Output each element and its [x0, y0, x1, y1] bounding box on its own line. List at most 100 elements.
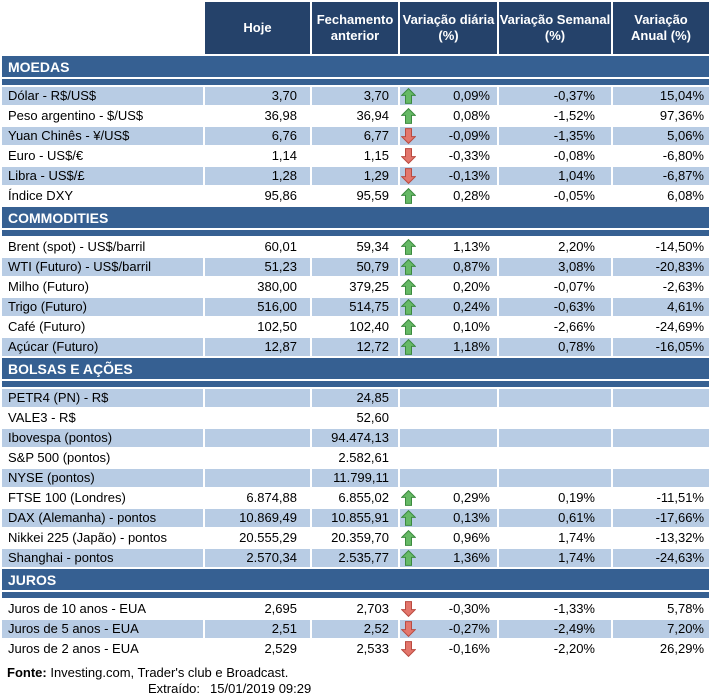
hoje-value: 6,76 — [205, 127, 310, 145]
fechamento-anterior-value: 94.474,13 — [312, 429, 398, 447]
extracted-timestamp: 15/01/2019 09:29 — [210, 681, 312, 696]
fechamento-anterior-value: 2,703 — [312, 600, 398, 618]
variacao-semanal-value — [499, 389, 611, 407]
variacao-diaria-value: -0,09% — [448, 128, 490, 143]
variacao-diaria-cell: 0,24% — [400, 298, 497, 316]
hoje-value: 1,28 — [205, 167, 310, 185]
variacao-diaria-value: 0,24% — [453, 299, 490, 314]
hoje-value: 380,00 — [205, 278, 310, 296]
down-arrow-icon — [401, 621, 416, 637]
variacao-diaria-cell: 0,87% — [400, 258, 497, 276]
row-label: Peso argentino - $/US$ — [2, 107, 203, 125]
table-row: Nikkei 225 (Japão) - pontos 20.555,29 20.3… — [2, 529, 709, 547]
variacao-diaria-cell: 0,29% — [400, 489, 497, 507]
fechamento-anterior-value: 36,94 — [312, 107, 398, 125]
table-row: Açúcar (Futuro) 12,87 12,72 1,18% 0,78% -16,0… — [2, 338, 709, 356]
variacao-semanal-value: -0,05% — [499, 187, 611, 205]
hoje-value: 3,70 — [205, 87, 310, 105]
table-row: S&P 500 (pontos) 2.582,61 — [2, 449, 709, 467]
row-label: Yuan Chinês - ¥/US$ — [2, 127, 203, 145]
table-row: VALE3 - R$ 52,60 — [2, 409, 709, 427]
variacao-anual-value: -17,66% — [613, 509, 709, 527]
hoje-value: 95,86 — [205, 187, 310, 205]
section-band-row: JUROS — [2, 569, 709, 590]
variacao-diaria-value: 0,96% — [453, 530, 490, 545]
up-arrow-icon — [401, 88, 416, 104]
variacao-diaria-cell — [400, 469, 497, 487]
variacao-diaria-cell: 1,36% — [400, 549, 497, 567]
fechamento-anterior-value: 2,52 — [312, 620, 398, 638]
extracted-label: Extraído: — [148, 681, 201, 696]
section-band-row: BOLSAS E AÇÕES — [2, 358, 709, 379]
variacao-anual-value: 6,08% — [613, 187, 709, 205]
table-row: Café (Futuro) 102,50 102,40 0,10% -2,66% -24,… — [2, 318, 709, 336]
down-arrow-icon — [401, 641, 416, 657]
row-label: Libra - US$/£ — [2, 167, 203, 185]
variacao-diaria-value: 1,36% — [453, 550, 490, 565]
down-arrow-icon — [401, 168, 416, 184]
fechamento-anterior-value: 2,533 — [312, 640, 398, 658]
row-label: PETR4 (PN) - R$ — [2, 389, 203, 407]
variacao-anual-value — [613, 449, 709, 467]
header-variacao-anual: Variação Anual (%) — [613, 2, 709, 54]
section-band-strip-row — [2, 592, 709, 598]
fechamento-anterior-value: 50,79 — [312, 258, 398, 276]
fechamento-anterior-value: 2.582,61 — [312, 449, 398, 467]
hoje-value: 12,87 — [205, 338, 310, 356]
variacao-semanal-value: 0,19% — [499, 489, 611, 507]
fechamento-anterior-value: 1,15 — [312, 147, 398, 165]
trend-arrow — [401, 490, 417, 506]
variacao-anual-value — [613, 429, 709, 447]
variacao-diaria-value: 0,08% — [453, 108, 490, 123]
trend-arrow — [401, 279, 417, 295]
fechamento-anterior-value: 102,40 — [312, 318, 398, 336]
variacao-semanal-value: 3,08% — [499, 258, 611, 276]
variacao-diaria-cell: 0,09% — [400, 87, 497, 105]
fechamento-anterior-value: 24,85 — [312, 389, 398, 407]
variacao-anual-value: 4,61% — [613, 298, 709, 316]
trend-arrow — [401, 530, 417, 546]
fechamento-anterior-value: 11.799,11 — [312, 469, 398, 487]
table-row: Ibovespa (pontos) 94.474,13 — [2, 429, 709, 447]
variacao-anual-value: -14,50% — [613, 238, 709, 256]
header-hoje: Hoje — [205, 2, 310, 54]
variacao-diaria-cell: -0,33% — [400, 147, 497, 165]
variacao-semanal-value — [499, 469, 611, 487]
row-label: DAX (Alemanha) - pontos — [2, 509, 203, 527]
variacao-diaria-cell: -0,27% — [400, 620, 497, 638]
table-row: Dólar - R$/US$ 3,70 3,70 0,09% -0,37% 15,04% — [2, 87, 709, 105]
up-arrow-icon — [401, 530, 416, 546]
row-label: Juros de 2 anos - EUA — [2, 640, 203, 658]
variacao-semanal-value — [499, 449, 611, 467]
up-arrow-icon — [401, 188, 416, 204]
variacao-diaria-cell — [400, 389, 497, 407]
up-arrow-icon — [401, 259, 416, 275]
table-row: DAX (Alemanha) - pontos 10.869,49 10.855,9… — [2, 509, 709, 527]
section-header-juros: JUROS — [2, 569, 709, 590]
fechamento-anterior-value: 95,59 — [312, 187, 398, 205]
section-strip-juros — [2, 592, 709, 598]
up-arrow-icon — [401, 490, 416, 506]
hoje-value: 60,01 — [205, 238, 310, 256]
hoje-value: 6.874,88 — [205, 489, 310, 507]
section-strip-commodities — [2, 230, 709, 236]
variacao-diaria-value: -0,30% — [448, 601, 490, 616]
fechamento-anterior-value: 6.855,02 — [312, 489, 398, 507]
table-row: Juros de 10 anos - EUA 2,695 2,703 -0,30% -1… — [2, 600, 709, 618]
section-header-moedas: MOEDAS — [2, 56, 709, 77]
table-header-row: Hoje Fechamento anterior Variação diária… — [2, 2, 709, 54]
variacao-anual-value: 7,20% — [613, 620, 709, 638]
row-label: Dólar - R$/US$ — [2, 87, 203, 105]
trend-arrow — [401, 259, 417, 275]
fechamento-anterior-value: 2.535,77 — [312, 549, 398, 567]
row-label: VALE3 - R$ — [2, 409, 203, 427]
variacao-diaria-value: -0,27% — [448, 621, 490, 636]
variacao-diaria-cell: 0,28% — [400, 187, 497, 205]
variacao-diaria-cell: 1,13% — [400, 238, 497, 256]
table-row: Yuan Chinês - ¥/US$ 6,76 6,77 -0,09% -1,35% 5… — [2, 127, 709, 145]
variacao-semanal-value: -2,20% — [499, 640, 611, 658]
hoje-value — [205, 469, 310, 487]
row-label: Açúcar (Futuro) — [2, 338, 203, 356]
trend-arrow — [401, 108, 417, 124]
